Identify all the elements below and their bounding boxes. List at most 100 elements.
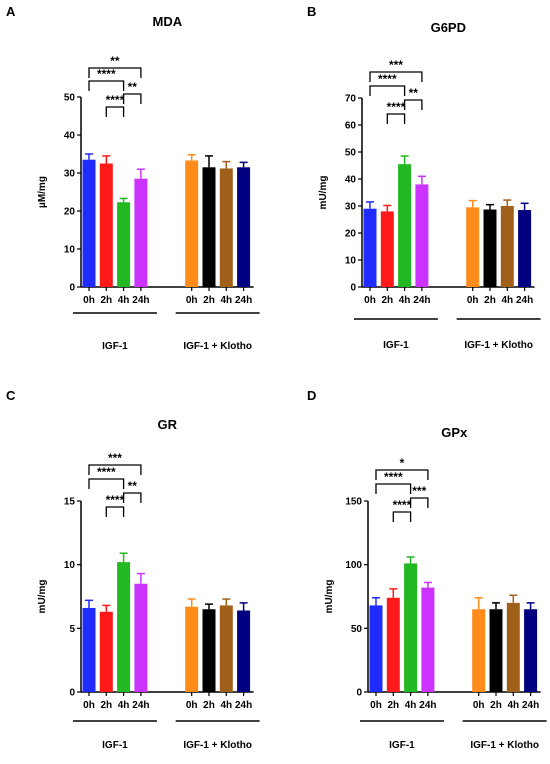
panel-a-bar — [185, 160, 199, 287]
panel-d-sig-label: *** — [412, 484, 426, 498]
panel-c-group-label: IGF-1 + Klotho — [183, 740, 252, 751]
panel-d-x-tick-label: 4h — [507, 700, 519, 711]
panel-b-bar — [363, 208, 377, 287]
panel-c-x-tick-label: 0h — [186, 700, 198, 711]
panel-a-y-tick-label: 10 — [64, 245, 76, 256]
panel-d-bar — [386, 597, 400, 692]
panel-d-bar — [506, 602, 520, 692]
panel-b-bar — [518, 210, 532, 287]
panel-a-letter: A — [6, 4, 16, 19]
panel-c-x-tick-label: 2h — [203, 700, 215, 711]
panel-b-y-label: mU/mg — [318, 176, 329, 210]
panel-a-bar — [117, 202, 131, 287]
panel-d-letter: D — [307, 388, 316, 403]
panel-a-sig-bracket — [88, 67, 142, 78]
panel-a-sig-label: ** — [128, 80, 138, 94]
panel-b-x-tick-label: 0h — [467, 295, 479, 306]
panel-a-sig-label: **** — [97, 67, 116, 81]
panel-a-bar — [219, 168, 233, 287]
panel-d-sig-label: **** — [384, 470, 403, 484]
panel-b-bar — [398, 164, 412, 287]
panel-d-y-tick-label: 150 — [345, 497, 362, 508]
panel-c-bar — [219, 605, 233, 692]
panel-a-y-tick-label: 40 — [64, 131, 76, 142]
panel-d-bar — [404, 563, 418, 692]
panel-a-x-tick-label: 2h — [100, 295, 112, 306]
panel-a-y-tick-label: 50 — [64, 93, 76, 104]
panel-c-group-label: IGF-1 — [102, 740, 128, 751]
panel-c-x-tick-label: 4h — [220, 700, 232, 711]
panel-a-bar — [237, 167, 251, 287]
panel-b-y-tick-label: 20 — [345, 229, 357, 240]
panel-b-x-tick-label: 2h — [381, 295, 393, 306]
panel-a-x-tick-label: 0h — [83, 295, 95, 306]
panel-b-sig-label: *** — [389, 58, 403, 72]
panel-a-sig-label: ** — [110, 54, 120, 68]
panel-a-x-tick-label: 0h — [186, 295, 198, 306]
panel-b-sig-bracket — [369, 71, 423, 82]
panel-c-title: GR — [158, 417, 178, 432]
panel-a-bar — [82, 159, 96, 287]
panel-c-bar — [185, 606, 199, 692]
panel-d-bar — [524, 609, 538, 692]
panel-a-bar — [202, 167, 216, 287]
panel-d-bar — [421, 587, 435, 692]
panel-b-y-tick-label: 0 — [350, 283, 356, 294]
panel-d-x-tick-label: 24h — [419, 700, 436, 711]
panel-b-bar — [380, 211, 394, 287]
panel-a-x-tick-label: 4h — [220, 295, 232, 306]
panel-c-sig-label: **** — [106, 493, 125, 507]
panel-a-y-tick-label: 20 — [64, 207, 76, 218]
panel-b-sig-label: **** — [387, 100, 406, 114]
panel-b-x-tick-label: 24h — [516, 295, 533, 306]
panel-c-x-tick-label: 0h — [83, 700, 95, 711]
panel-c-sig-label: *** — [108, 451, 122, 465]
panel-b-y-tick-label: 40 — [345, 175, 357, 186]
panel-a-y-tick-label: 0 — [69, 283, 75, 294]
panel-d-sig-label: **** — [393, 498, 412, 512]
panel-a-x-tick-label: 2h — [203, 295, 215, 306]
panel-c-x-tick-label: 2h — [100, 700, 112, 711]
panel-d-sig-bracket — [375, 469, 429, 480]
panel-a-sig-bracket — [122, 93, 142, 104]
panel-d-x-tick-label: 24h — [522, 700, 539, 711]
panel-c-sig-bracket — [122, 492, 142, 503]
panel-d-bar — [472, 609, 486, 692]
panel-b-bar — [415, 184, 429, 287]
panel-b-x-tick-label: 4h — [501, 295, 513, 306]
panel-d-x-tick-label: 0h — [473, 700, 485, 711]
panel-d-sig-bracket — [409, 497, 429, 508]
panel-c-y-label: mU/mg — [37, 580, 48, 614]
panel-c-x-tick-label: 24h — [235, 700, 252, 711]
panel-b-bar — [500, 206, 514, 287]
panel-b-letter: B — [307, 4, 316, 19]
panel-d-y-label: mU/mg — [324, 580, 335, 614]
panel-b-x-tick-label: 0h — [364, 295, 376, 306]
panel-d-x-tick-label: 2h — [490, 700, 502, 711]
panel-c-sig-bracket — [105, 506, 125, 517]
panel-b-x-tick-label: 4h — [399, 295, 411, 306]
panel-a-x-tick-label: 24h — [132, 295, 149, 306]
panel-a-sig-bracket — [88, 80, 125, 91]
panel-d-sig-bracket — [375, 483, 412, 494]
panel-a-group-label: IGF-1 — [102, 341, 128, 352]
panel-b-sig-bracket — [369, 85, 406, 96]
panel-c-bar — [99, 611, 113, 692]
panel-d-sig-bracket — [392, 511, 412, 522]
panel-d-x-tick-label: 0h — [370, 700, 382, 711]
panel-c-y-tick-label: 15 — [64, 497, 76, 508]
panel-a-y-label: µM/mg — [37, 176, 48, 208]
panel-c-x-tick-label: 4h — [118, 700, 130, 711]
panel-a-sig-label: **** — [106, 93, 125, 107]
panel-b-y-tick-label: 70 — [345, 94, 357, 105]
panel-b-title: G6PD — [431, 20, 466, 35]
panel-c-bar — [82, 607, 96, 692]
panel-d-x-tick-label: 2h — [387, 700, 399, 711]
panel-b-x-tick-label: 2h — [484, 295, 496, 306]
panel-d-sig-label: * — [400, 456, 405, 470]
panel-d-title: GPx — [441, 425, 468, 440]
panel-b-sig-bracket — [386, 113, 406, 124]
panel-c-bar — [134, 583, 148, 692]
panel-b-x-tick-label: 24h — [413, 295, 430, 306]
